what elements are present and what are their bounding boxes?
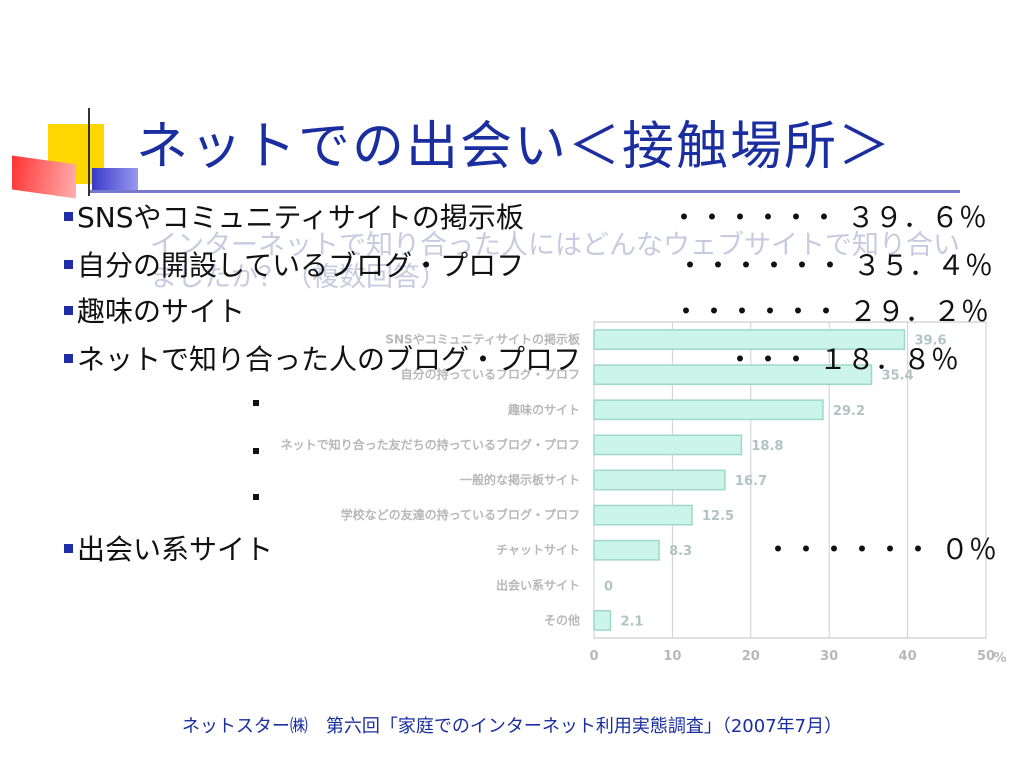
bullet-square [64,211,73,221]
bullet-item-net-friend-blog: ネットで知り合った人のブログ・プロフ [64,338,581,378]
bar [593,364,873,386]
bullet-label: 出会い系サイト [77,533,274,566]
x-tick-label: 40 [899,649,917,664]
x-tick-label: 30 [820,649,838,664]
category-label: 一般的な掲示板サイト [460,472,580,487]
bar [593,434,743,456]
category-label: SNSやコミュニティサイトの掲示板 [385,332,581,347]
category-label: ネットで知り合った友だちの持っているブログ・プロフ [281,437,580,452]
bar-value-label: 29.2 [833,404,865,419]
bar-value-label: 12.5 [702,509,734,524]
ellipsis-dot [253,494,259,500]
bullet-label: SNSやコミュニティサイトの掲示板 [77,201,524,234]
survey-question: インターネットで知り合った人にはどんなウェブサイトで知り合いましたか？（複数回答… [150,230,960,293]
bullet-value-net-friend-blog: ・・・ １８．８％ [726,343,959,376]
bar-value-label: 35.4 [882,369,914,384]
bar-value-label: 39.6 [914,334,946,349]
category-label: 自分の持っているブログ・プロフ [401,367,580,382]
category-label: その他 [544,612,580,627]
bar [593,539,660,561]
ellipsis-dot [253,448,259,454]
bar-value-label: 0 [604,579,613,594]
bullet-label: 趣味のサイト [77,295,246,328]
category-label: 学校などの友達の持っているブログ・プロフ [341,507,580,522]
bar [593,610,612,631]
category-label: チャットサイト [496,543,580,557]
bullet-item-sns: SNSやコミュニティサイトの掲示板 [64,196,524,236]
decoration-vertical-line [88,108,90,196]
bar-value-label: 8.3 [669,544,692,559]
decoration-blue-bar [92,168,138,192]
bullet-label: ネットで知り合った人のブログ・プロフ [77,343,582,376]
source-citation: ネットスター㈱ 第六回「家庭でのインターネット利用実態調査」（2007年7月） [181,716,843,737]
x-tick-label: 0 [589,649,598,664]
bar-chart: 0 10 20 30 40 50% 39.6 SNSやコミュニティサイトの掲示板 35.4 自分の… [281,321,1007,666]
bullet-value-own-blog: ・・・・・・ ３５．４％ [676,249,993,282]
bar [593,329,906,350]
bar [593,469,726,491]
category-label: 趣味のサイト [507,402,580,417]
x-tick-label: 50 [977,649,995,664]
bar [593,399,824,421]
bullet-square [64,353,73,363]
x-axis-unit: % [993,651,1006,666]
bullet-square [64,305,73,315]
bar [593,504,693,526]
bullet-item-own-blog: 自分の開設しているブログ・プロフ [64,244,524,284]
bar-value-label: 2.1 [620,614,643,629]
bar-value-label: 18.8 [751,439,783,454]
x-tick-label: 10 [663,649,681,664]
slide-title: ネットでの出会い＜接触場所＞ [136,117,893,177]
bullet-label: 自分の開設しているブログ・プロフ [77,249,525,282]
category-label: 出会い系サイト [496,577,580,592]
ellipsis-dot [253,400,259,406]
x-tick-label: 20 [742,649,760,664]
bullet-square [64,543,73,553]
title-underline [90,190,960,193]
bullet-square [64,259,73,269]
bullet-value-sns: ・・・・・・ ３９．６％ [670,201,987,234]
bullet-value-dating: ・・・・・・ ０％ [764,533,997,566]
bullet-value-hobby: ・・・・・・ ２９．２％ [672,295,989,328]
bullet-item-hobby: 趣味のサイト [64,290,245,330]
bar-value-label: 16.7 [735,474,767,489]
bullet-item-dating: 出会い系サイト [64,528,273,568]
